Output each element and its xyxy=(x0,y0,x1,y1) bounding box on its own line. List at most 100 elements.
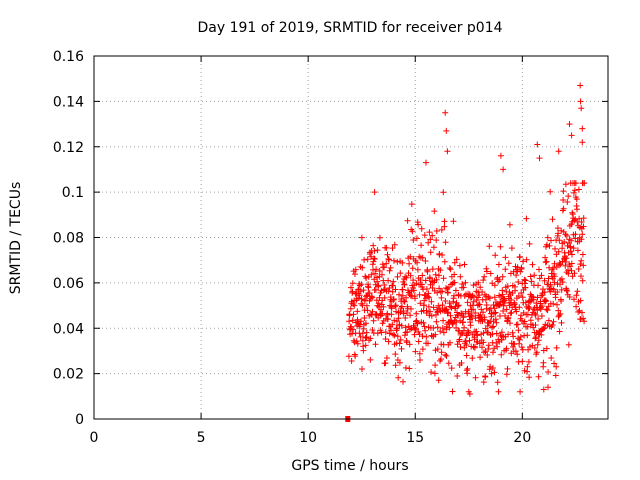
data-point xyxy=(535,373,542,380)
data-point xyxy=(462,338,469,345)
data-point xyxy=(457,344,464,350)
y-tick-label: 0.1 xyxy=(62,185,84,201)
data-point xyxy=(541,289,548,296)
data-point xyxy=(409,228,416,235)
data-point xyxy=(431,208,438,215)
data-point xyxy=(513,308,520,315)
data-point xyxy=(561,239,568,245)
data-point xyxy=(401,332,408,339)
data-point xyxy=(383,355,390,361)
data-point xyxy=(460,314,467,321)
data-point xyxy=(555,248,562,255)
data-point xyxy=(569,209,576,216)
data-point xyxy=(510,333,517,340)
data-point xyxy=(423,333,430,340)
data-point xyxy=(543,297,550,304)
data-point xyxy=(365,284,372,291)
data-point xyxy=(420,319,427,326)
data-point xyxy=(439,325,446,332)
data-point xyxy=(451,279,458,286)
y-tick-label: 0.06 xyxy=(53,276,84,292)
data-point xyxy=(402,273,409,280)
data-point xyxy=(528,278,535,285)
data-point xyxy=(491,294,498,301)
data-point xyxy=(434,324,441,331)
data-point xyxy=(562,181,569,188)
data-point xyxy=(571,296,577,303)
data-point xyxy=(523,215,530,222)
data-point xyxy=(422,277,429,284)
data-point xyxy=(433,237,440,244)
data-point xyxy=(542,259,549,266)
data-point xyxy=(575,186,582,193)
data-point xyxy=(490,323,497,330)
data-point xyxy=(521,318,528,325)
data-point xyxy=(456,262,463,269)
data-point xyxy=(476,301,483,308)
data-point xyxy=(421,232,428,239)
data-point xyxy=(434,309,441,316)
data-point xyxy=(540,359,547,366)
data-point xyxy=(427,249,434,256)
data-point xyxy=(433,311,439,318)
data-point xyxy=(570,245,577,252)
data-point xyxy=(508,245,515,252)
data-point xyxy=(426,274,433,281)
data-point xyxy=(352,271,358,278)
data-point xyxy=(484,322,491,329)
data-point-outlier xyxy=(566,121,573,128)
data-point xyxy=(485,342,492,349)
data-point xyxy=(503,371,510,378)
data-point xyxy=(574,206,580,213)
data-point xyxy=(438,356,444,363)
data-point xyxy=(403,294,410,301)
data-point xyxy=(578,219,585,225)
data-point xyxy=(485,346,492,352)
data-point xyxy=(401,298,408,305)
data-point xyxy=(412,295,418,302)
data-point xyxy=(471,293,477,300)
data-point xyxy=(392,351,399,358)
data-point xyxy=(553,363,560,370)
data-point xyxy=(463,342,470,348)
data-point xyxy=(361,256,368,263)
data-point xyxy=(531,345,538,351)
data-point-outlier xyxy=(577,82,584,89)
data-point xyxy=(565,193,572,200)
data-point xyxy=(400,310,407,317)
data-point xyxy=(370,266,376,273)
data-point xyxy=(494,379,501,386)
data-point xyxy=(441,223,448,230)
data-point xyxy=(578,273,584,280)
data-point xyxy=(497,243,504,250)
x-tick-label: 20 xyxy=(513,430,531,446)
data-point xyxy=(439,252,446,258)
data-point xyxy=(384,251,391,258)
data-point xyxy=(538,331,545,338)
data-point xyxy=(522,284,529,291)
data-point xyxy=(543,345,550,352)
data-point-outlier xyxy=(578,105,585,112)
data-point xyxy=(401,281,408,288)
data-point xyxy=(372,286,379,293)
data-point xyxy=(427,308,434,315)
data-point xyxy=(491,369,498,376)
data-point xyxy=(426,229,433,236)
data-point xyxy=(543,258,550,265)
data-point xyxy=(390,331,397,338)
data-point xyxy=(392,286,399,293)
data-point-outlier xyxy=(568,132,575,139)
y-tick-label: 0.04 xyxy=(53,321,84,337)
data-point xyxy=(550,300,557,307)
data-point xyxy=(374,278,381,285)
data-point xyxy=(391,332,398,339)
data-point xyxy=(443,285,449,291)
data-point xyxy=(349,280,356,287)
data-point xyxy=(560,205,567,212)
data-point xyxy=(372,270,379,277)
data-point xyxy=(370,317,377,324)
data-point xyxy=(437,267,444,274)
data-point xyxy=(386,267,393,274)
data-point xyxy=(503,306,510,313)
data-point xyxy=(359,337,366,344)
